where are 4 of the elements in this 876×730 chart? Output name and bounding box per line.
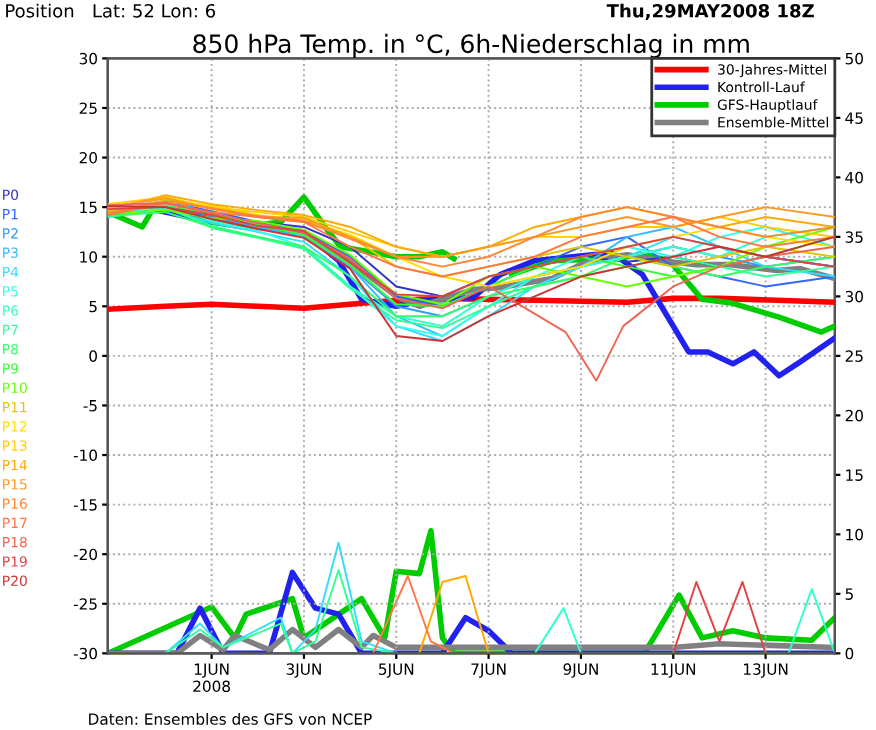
text: Position Lat: 52 Lon: 6	[6, 3, 216, 18]
text: Thu,29MAY2008 18Z	[606, 3, 814, 20]
line-series	[164, 541, 398, 654]
chart-title: 850 hPa Temp. in °C, 6h-Niederschlag in mm	[193, 33, 749, 59]
